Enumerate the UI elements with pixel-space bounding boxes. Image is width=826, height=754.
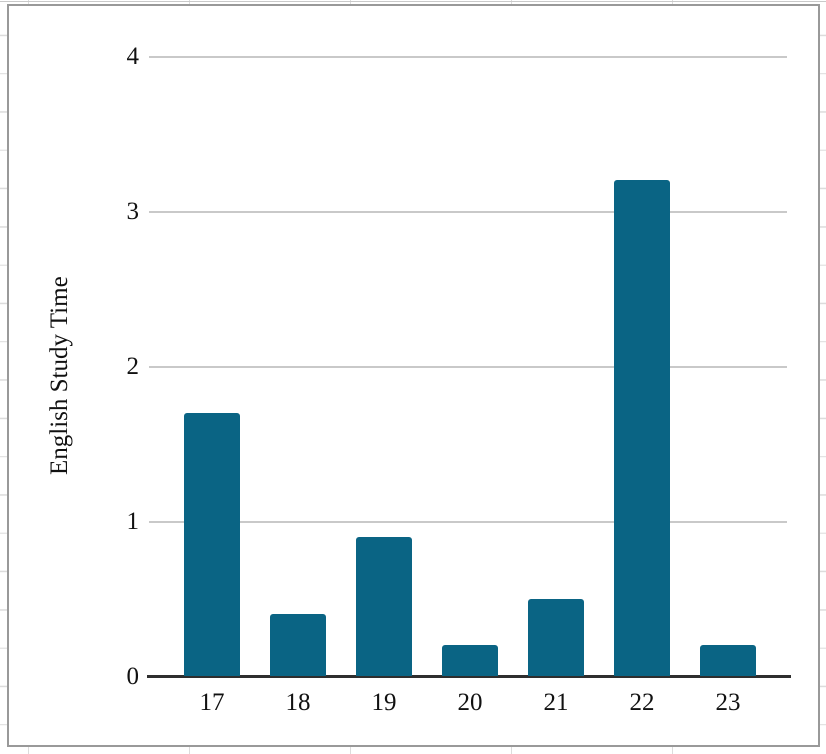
x-axis-line [147,675,791,678]
bar [700,645,756,676]
x-tick-label: 19 [371,689,397,716]
y-gridline [149,521,787,523]
y-tick-label: 2 [126,353,140,380]
bar [442,645,498,676]
plot-area [147,56,791,678]
x-tick-label: 17 [199,689,225,716]
x-tick-label: 18 [285,689,311,716]
y-tick-label: 1 [126,508,140,535]
x-tick-label: 21 [543,689,569,716]
y-gridline [149,211,787,213]
bar [270,614,326,676]
bar [184,412,240,676]
bar [356,536,412,676]
y-tick-label: 3 [126,198,140,225]
y-tick-label: 4 [126,43,140,70]
y-gridline [149,366,787,368]
x-tick-label: 22 [629,689,655,716]
spreadsheet-row-line [0,1,826,2]
y-gridline [149,56,787,58]
chart-object[interactable]: English Study Time 0 1 2 3 4 17 18 19 20 21 22 23 [7,4,820,747]
y-tick-label: 0 [126,663,140,690]
x-tick-label: 23 [715,689,741,716]
x-tick-label: 20 [457,689,483,716]
bar [528,598,584,676]
bar [614,180,670,676]
